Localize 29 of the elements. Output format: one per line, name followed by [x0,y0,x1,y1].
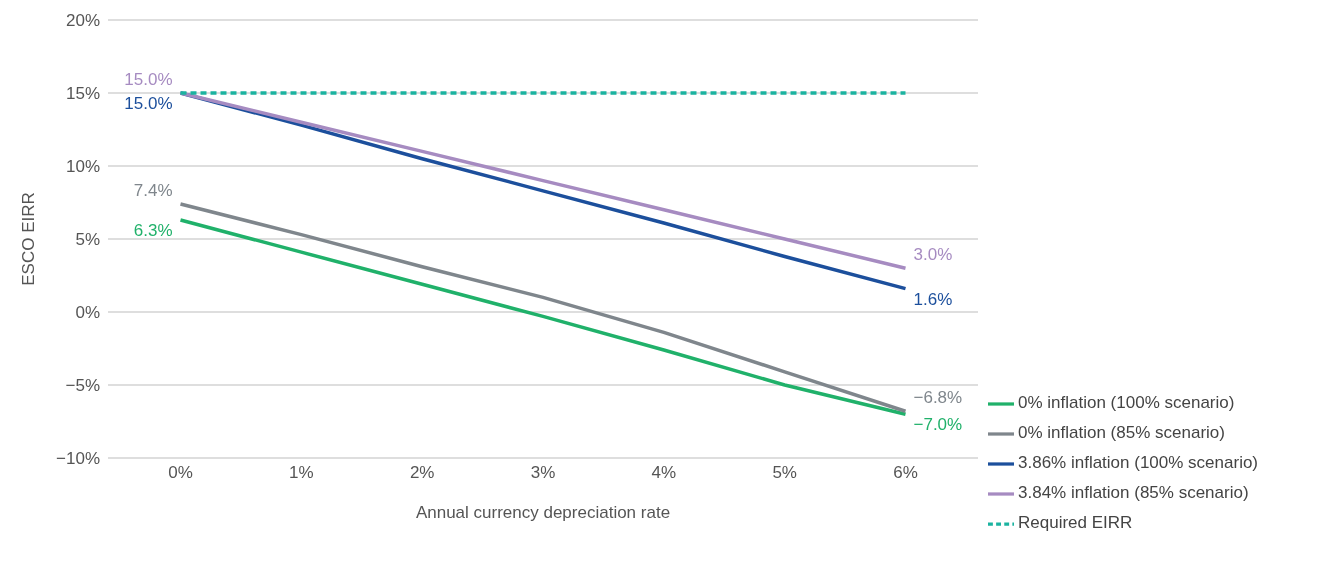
data-label: 7.4% [133,180,173,200]
x-tick-label: 5% [772,463,797,483]
x-tick-label: 0% [168,463,193,483]
x-tick-label: 3% [530,463,556,483]
legend-label: 3.86% inflation (100% scenario) [1018,453,1259,472]
y-tick-label: −10% [56,449,100,469]
x-tick-label: 4% [651,463,677,483]
y-tick-label: 15% [65,84,100,104]
y-tick-label: −5% [65,376,100,396]
data-label: 3.0% [913,245,953,265]
legend-label: 3.84% inflation (85% scenario) [1018,483,1249,502]
legend-label: 0% inflation (85% scenario) [1018,423,1225,442]
legend-label: 0% inflation (100% scenario) [1018,393,1235,412]
data-label: 1.6% [913,289,953,309]
y-tick-label: 10% [65,157,100,177]
y-axis-title: ESCO EIRR [19,192,39,286]
x-axis-title: Annual currency depreciation rate [415,503,671,522]
data-label: 6.3% [133,221,173,241]
x-tick-label: 1% [289,463,314,483]
x-tick-label: 6% [893,463,918,483]
data-label: −6.8% [913,388,963,408]
y-tick-label: 20% [65,11,100,31]
y-tick-label: 5% [75,230,100,250]
data-label: 15.0% [124,94,173,113]
data-label: 15.0% [124,70,173,89]
x-tick-label: 2% [409,463,435,483]
data-label: −7.0% [913,415,963,435]
legend-label: Required EIRR [1018,513,1133,532]
y-tick-label: 0% [75,303,100,323]
